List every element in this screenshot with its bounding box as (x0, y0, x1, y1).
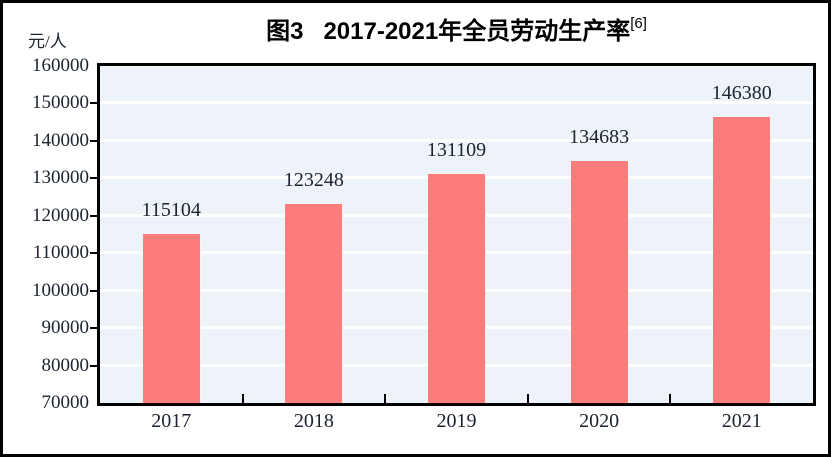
y-tick-label-120000: 120000 (32, 204, 89, 226)
y-tick-mark-130000 (90, 177, 97, 180)
bar-2018 (285, 203, 344, 403)
y-tick-mark-140000 (90, 139, 97, 142)
y-tick-label-130000: 130000 (32, 167, 89, 189)
bar-2019 (428, 174, 486, 403)
chart-title-prefix: 图3 (266, 18, 304, 45)
y-tick-label-160000: 160000 (32, 55, 89, 76)
y-tick-mark-80000 (90, 364, 97, 367)
bar-value-2021: 146380 (711, 82, 772, 104)
x-axis-tick-2 (384, 394, 387, 403)
x-axis-tick-3 (526, 394, 529, 403)
y-axis-unit-label: 元/人 (28, 32, 67, 51)
x-axis-label-2021: 2021 (721, 410, 762, 432)
x-axis-tick-4 (669, 394, 672, 403)
x-axis-label-2019: 2019 (436, 410, 477, 432)
x-axis-labels: 2017 2018 2019 2020 2021 (100, 410, 813, 434)
gridline-150000 (100, 101, 813, 105)
y-tick-mark-110000 (90, 252, 97, 255)
y-axis-tick-marks (90, 66, 97, 403)
y-tick-mark-100000 (90, 289, 97, 292)
bar-value-2020: 134683 (569, 125, 630, 148)
x-axis-label-2020: 2020 (579, 410, 620, 432)
chart-title: 图3 2017-2021年全员劳动生产率[6] (100, 11, 813, 46)
y-tick-mark-150000 (90, 102, 97, 105)
y-tick-label-80000: 80000 (41, 354, 90, 376)
x-axis-label-2018: 2018 (293, 410, 334, 432)
y-tick-mark-90000 (90, 327, 97, 330)
x-axis-label-2017: 2017 (151, 410, 192, 432)
bar-value-2019: 131109 (426, 139, 487, 162)
y-axis-tick-labels: 70000 80000 90000 100000 110000 120000 130000 1… (3, 56, 90, 413)
chart-title-main: 2017-2021年全员劳动生产率 (323, 18, 631, 45)
bar-2020 (570, 160, 629, 403)
chart-title-superscript: [6] (630, 15, 647, 32)
y-tick-label-140000: 140000 (32, 129, 89, 151)
bar-2021 (713, 117, 772, 403)
x-axis-tick-1 (241, 394, 244, 403)
y-tick-mark-120000 (90, 214, 97, 217)
y-tick-label-70000: 70000 (41, 392, 90, 413)
y-tick-label-100000: 100000 (32, 279, 89, 301)
plot-area: 115104 123248 131109 134683 146380 (97, 63, 816, 406)
bar-value-2017: 115104 (141, 199, 201, 222)
gridline-140000 (100, 138, 813, 142)
y-tick-label-110000: 110000 (32, 242, 89, 264)
y-tick-label-90000: 90000 (41, 317, 90, 339)
bar-2017 (142, 234, 201, 403)
y-tick-label-150000: 150000 (32, 92, 89, 114)
bar-value-2018: 123248 (283, 168, 344, 191)
